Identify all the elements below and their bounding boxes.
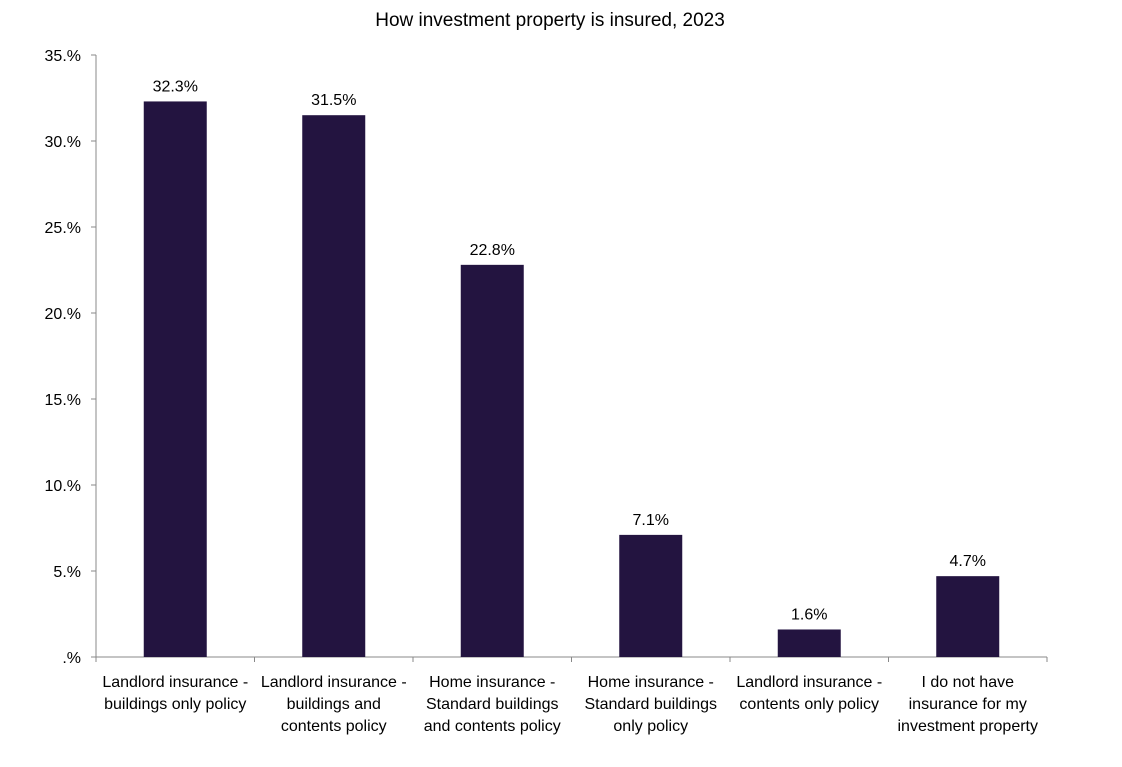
y-tick-label: 20.%: [45, 306, 81, 323]
x-category-label-line: only policy: [613, 718, 688, 735]
x-category-label-line: Landlord insurance -: [261, 674, 407, 691]
x-category-label-line: Landlord insurance -: [736, 674, 882, 691]
x-category-label-line: Standard buildings: [426, 696, 559, 713]
x-category-label: Home insurance - Standard buildings and co…: [424, 674, 561, 735]
x-category-label-line: contents only policy: [739, 696, 879, 713]
bar: [619, 534, 683, 657]
x-category-label: Landlord insurance - contents only policy: [736, 674, 882, 713]
x-category-label-line: and contents policy: [424, 718, 561, 735]
data-label: 31.5%: [311, 92, 356, 109]
x-category-label-line: insurance for my: [909, 696, 1027, 713]
data-label: 7.1%: [633, 512, 669, 529]
chart-title: How investment property is insured, 2023: [375, 10, 725, 31]
x-category-label-line: contents policy: [281, 718, 387, 735]
x-category-label-line: Standard buildings: [584, 696, 717, 713]
data-label: 22.8%: [470, 242, 515, 259]
y-tick-label: 5.%: [53, 564, 81, 581]
data-label: 1.6%: [791, 606, 827, 623]
x-category-label-line: I do not have: [921, 674, 1014, 691]
y-tick-label: 30.%: [45, 134, 81, 151]
y-tick-label: .%: [62, 650, 81, 667]
bar: [302, 115, 366, 657]
bar: [143, 101, 207, 657]
x-category-label: Home insurance - Standard buildings only p…: [584, 674, 717, 735]
x-category-label-line: Home insurance -: [429, 674, 555, 691]
x-category-label-line: buildings and: [287, 696, 381, 713]
bar: [777, 629, 841, 657]
data-label: 32.3%: [153, 78, 198, 95]
x-category-label-line: investment property: [897, 718, 1038, 735]
y-tick-label: 35.%: [45, 48, 81, 65]
bar: [460, 264, 524, 657]
bar: [936, 576, 1000, 657]
y-tick-label: 25.%: [45, 220, 81, 237]
y-tick-label: 10.%: [45, 478, 81, 495]
y-tick-label: 15.%: [45, 392, 81, 409]
x-category-label-line: buildings only policy: [104, 696, 246, 713]
x-category-label-line: Landlord insurance -: [102, 674, 248, 691]
data-label: 4.7%: [950, 553, 986, 570]
x-category-label: Landlord insurance - buildings only polic…: [102, 674, 248, 713]
x-category-label-line: Home insurance -: [588, 674, 714, 691]
x-category-label: Landlord insurance - buildings and content…: [261, 674, 407, 735]
x-category-label: I do not have insurance for my investment …: [897, 674, 1038, 735]
